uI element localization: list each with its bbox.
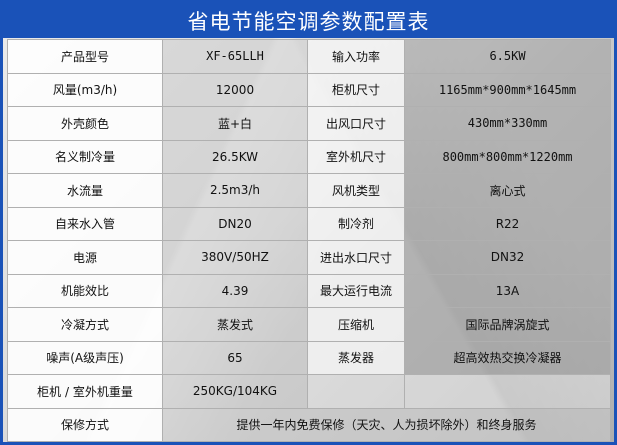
row-value: 800mm*800mm*1220mm [404, 139, 611, 174]
row-label: 风量(m3/h) [7, 72, 163, 107]
table-row: 自来水入管 DN20 制冷剂 R22 [7, 206, 611, 241]
row-value: 蓝+白 [162, 106, 308, 141]
row-value: R22 [404, 206, 611, 241]
row-value: 4.39 [162, 273, 308, 308]
row-value: 65 [162, 340, 308, 375]
table-row: 外壳颜色 蓝+白 出风口尺寸 430mm*330mm [7, 106, 611, 141]
row-value: 430mm*330mm [404, 106, 611, 141]
row-label: 制冷剂 [307, 206, 405, 241]
row-label: 电源 [7, 240, 163, 275]
row-label: 自来水入管 [7, 206, 163, 241]
table-row-warranty: 保修方式 提供一年内免费保修（天灾、人为损坏除外）和终身服务 [7, 407, 611, 442]
row-value: DN20 [162, 206, 308, 241]
row-value: XF-65LLH [162, 39, 308, 74]
row-label: 进出水口尺寸 [307, 240, 405, 275]
row-label: 冷凝方式 [7, 307, 163, 342]
row-value: 超高效热交换冷凝器 [404, 340, 611, 375]
row-value: 12000 [162, 72, 308, 107]
row-value: 13A [404, 273, 611, 308]
table-row: 噪声(A级声压) 65 蒸发器 超高效热交换冷凝器 [7, 340, 611, 375]
row-label: 最大运行电流 [307, 273, 405, 308]
row-label: 噪声(A级声压) [7, 340, 163, 375]
row-value: 6.5KW [404, 39, 611, 74]
table-row: 产品型号 XF-65LLH 输入功率 6.5KW [7, 39, 611, 74]
row-label: 柜机尺寸 [307, 72, 405, 107]
row-value: 国际品牌涡旋式 [404, 307, 611, 342]
row-value: 1165mm*900mm*1645mm [404, 72, 611, 107]
row-label: 机能效比 [7, 273, 163, 308]
row-value: 蒸发式 [162, 307, 308, 342]
table-row: 柜机 / 室外机重量 250KG/104KG [7, 374, 611, 409]
table-row: 名义制冷量 26.5KW 室外机尺寸 800mm*800mm*1220mm [7, 139, 611, 174]
row-label: 风机类型 [307, 173, 405, 208]
row-value: 离心式 [404, 173, 611, 208]
row-label: 输入功率 [307, 39, 405, 74]
table-row: 冷凝方式 蒸发式 压缩机 国际品牌涡旋式 [7, 307, 611, 342]
row-label: 室外机尺寸 [307, 139, 405, 174]
row-label: 外壳颜色 [7, 106, 163, 141]
table-row: 水流量 2.5m3/h 风机类型 离心式 [7, 173, 611, 208]
spec-table: 产品型号 XF-65LLH 输入功率 6.5KW 风量(m3/h) 12000 … [7, 39, 611, 442]
row-label: 蒸发器 [307, 340, 405, 375]
row-label: 水流量 [7, 173, 163, 208]
row-value: 2.5m3/h [162, 173, 308, 208]
row-label: 出风口尺寸 [307, 106, 405, 141]
page-title: 省电节能空调参数配置表 [3, 3, 614, 38]
empty-cell [307, 374, 405, 409]
table-row: 机能效比 4.39 最大运行电流 13A [7, 273, 611, 308]
table-row: 风量(m3/h) 12000 柜机尺寸 1165mm*900mm*1645mm [7, 72, 611, 107]
row-label: 压缩机 [307, 307, 405, 342]
row-value: DN32 [404, 240, 611, 275]
warranty-label: 保修方式 [7, 407, 163, 442]
empty-cell [404, 374, 611, 409]
warranty-value: 提供一年内免费保修（天灾、人为损坏除外）和终身服务 [162, 407, 611, 442]
row-label: 柜机 / 室外机重量 [7, 374, 163, 409]
row-label: 产品型号 [7, 39, 163, 74]
row-value: 26.5KW [162, 139, 308, 174]
row-value: 380V/50HZ [162, 240, 308, 275]
table-row: 电源 380V/50HZ 进出水口尺寸 DN32 [7, 240, 611, 275]
row-label: 名义制冷量 [7, 139, 163, 174]
row-value: 250KG/104KG [162, 374, 308, 409]
